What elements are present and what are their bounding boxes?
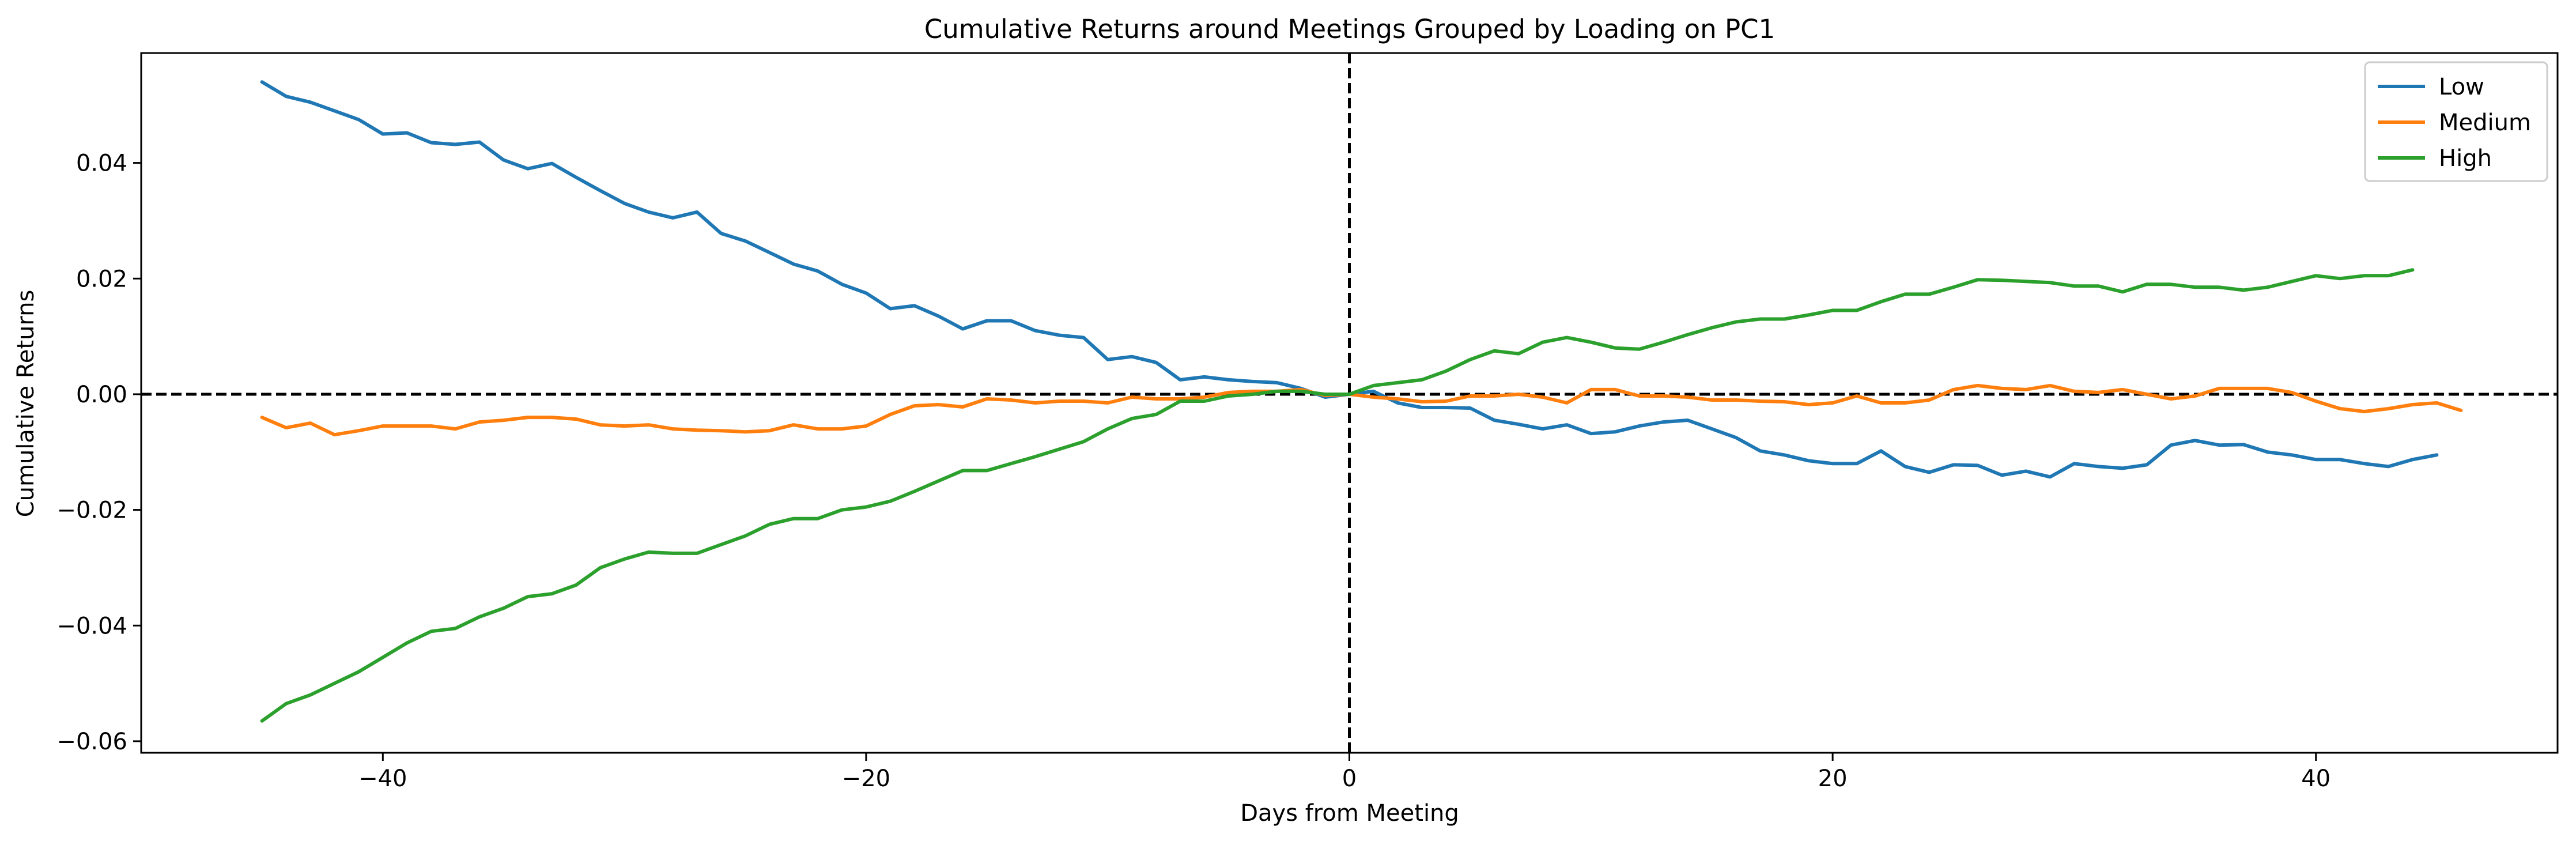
x-tick-label: 40 bbox=[2301, 765, 2331, 792]
series-line-high bbox=[260, 268, 2415, 723]
x-tick-label: 20 bbox=[1818, 765, 1848, 792]
series-line-medium bbox=[260, 383, 2463, 437]
x-tick-label: 0 bbox=[1342, 765, 1357, 792]
y-tick-label: 0.00 bbox=[76, 382, 127, 408]
y-tick-label: −0.06 bbox=[56, 729, 127, 755]
legend-box bbox=[2364, 61, 2548, 182]
x-axis: −40 −20 0 20 40 bbox=[358, 753, 2331, 792]
x-tick-label: −40 bbox=[358, 765, 407, 792]
y-tick-label: 0.02 bbox=[76, 266, 127, 292]
chart-title: Cumulative Returns around Meetings Group… bbox=[924, 14, 1775, 44]
x-axis-label: Days from Meeting bbox=[1240, 800, 1459, 827]
legend-label-low: Low bbox=[2439, 74, 2484, 100]
y-axis-label: Cumulative Returns bbox=[13, 290, 39, 518]
y-tick-label: −0.04 bbox=[56, 613, 127, 639]
x-tick-label: −20 bbox=[842, 765, 890, 792]
legend-label-medium: Medium bbox=[2439, 110, 2531, 136]
series-lines bbox=[260, 80, 2463, 723]
y-tick-label: 0.04 bbox=[76, 150, 127, 177]
legend: Low Medium High bbox=[2364, 61, 2548, 182]
legend-label-high: High bbox=[2439, 145, 2492, 172]
y-tick-label: −0.02 bbox=[56, 497, 127, 524]
y-axis: −0.06 −0.04 −0.02 0.00 0.02 0.04 bbox=[56, 150, 141, 755]
